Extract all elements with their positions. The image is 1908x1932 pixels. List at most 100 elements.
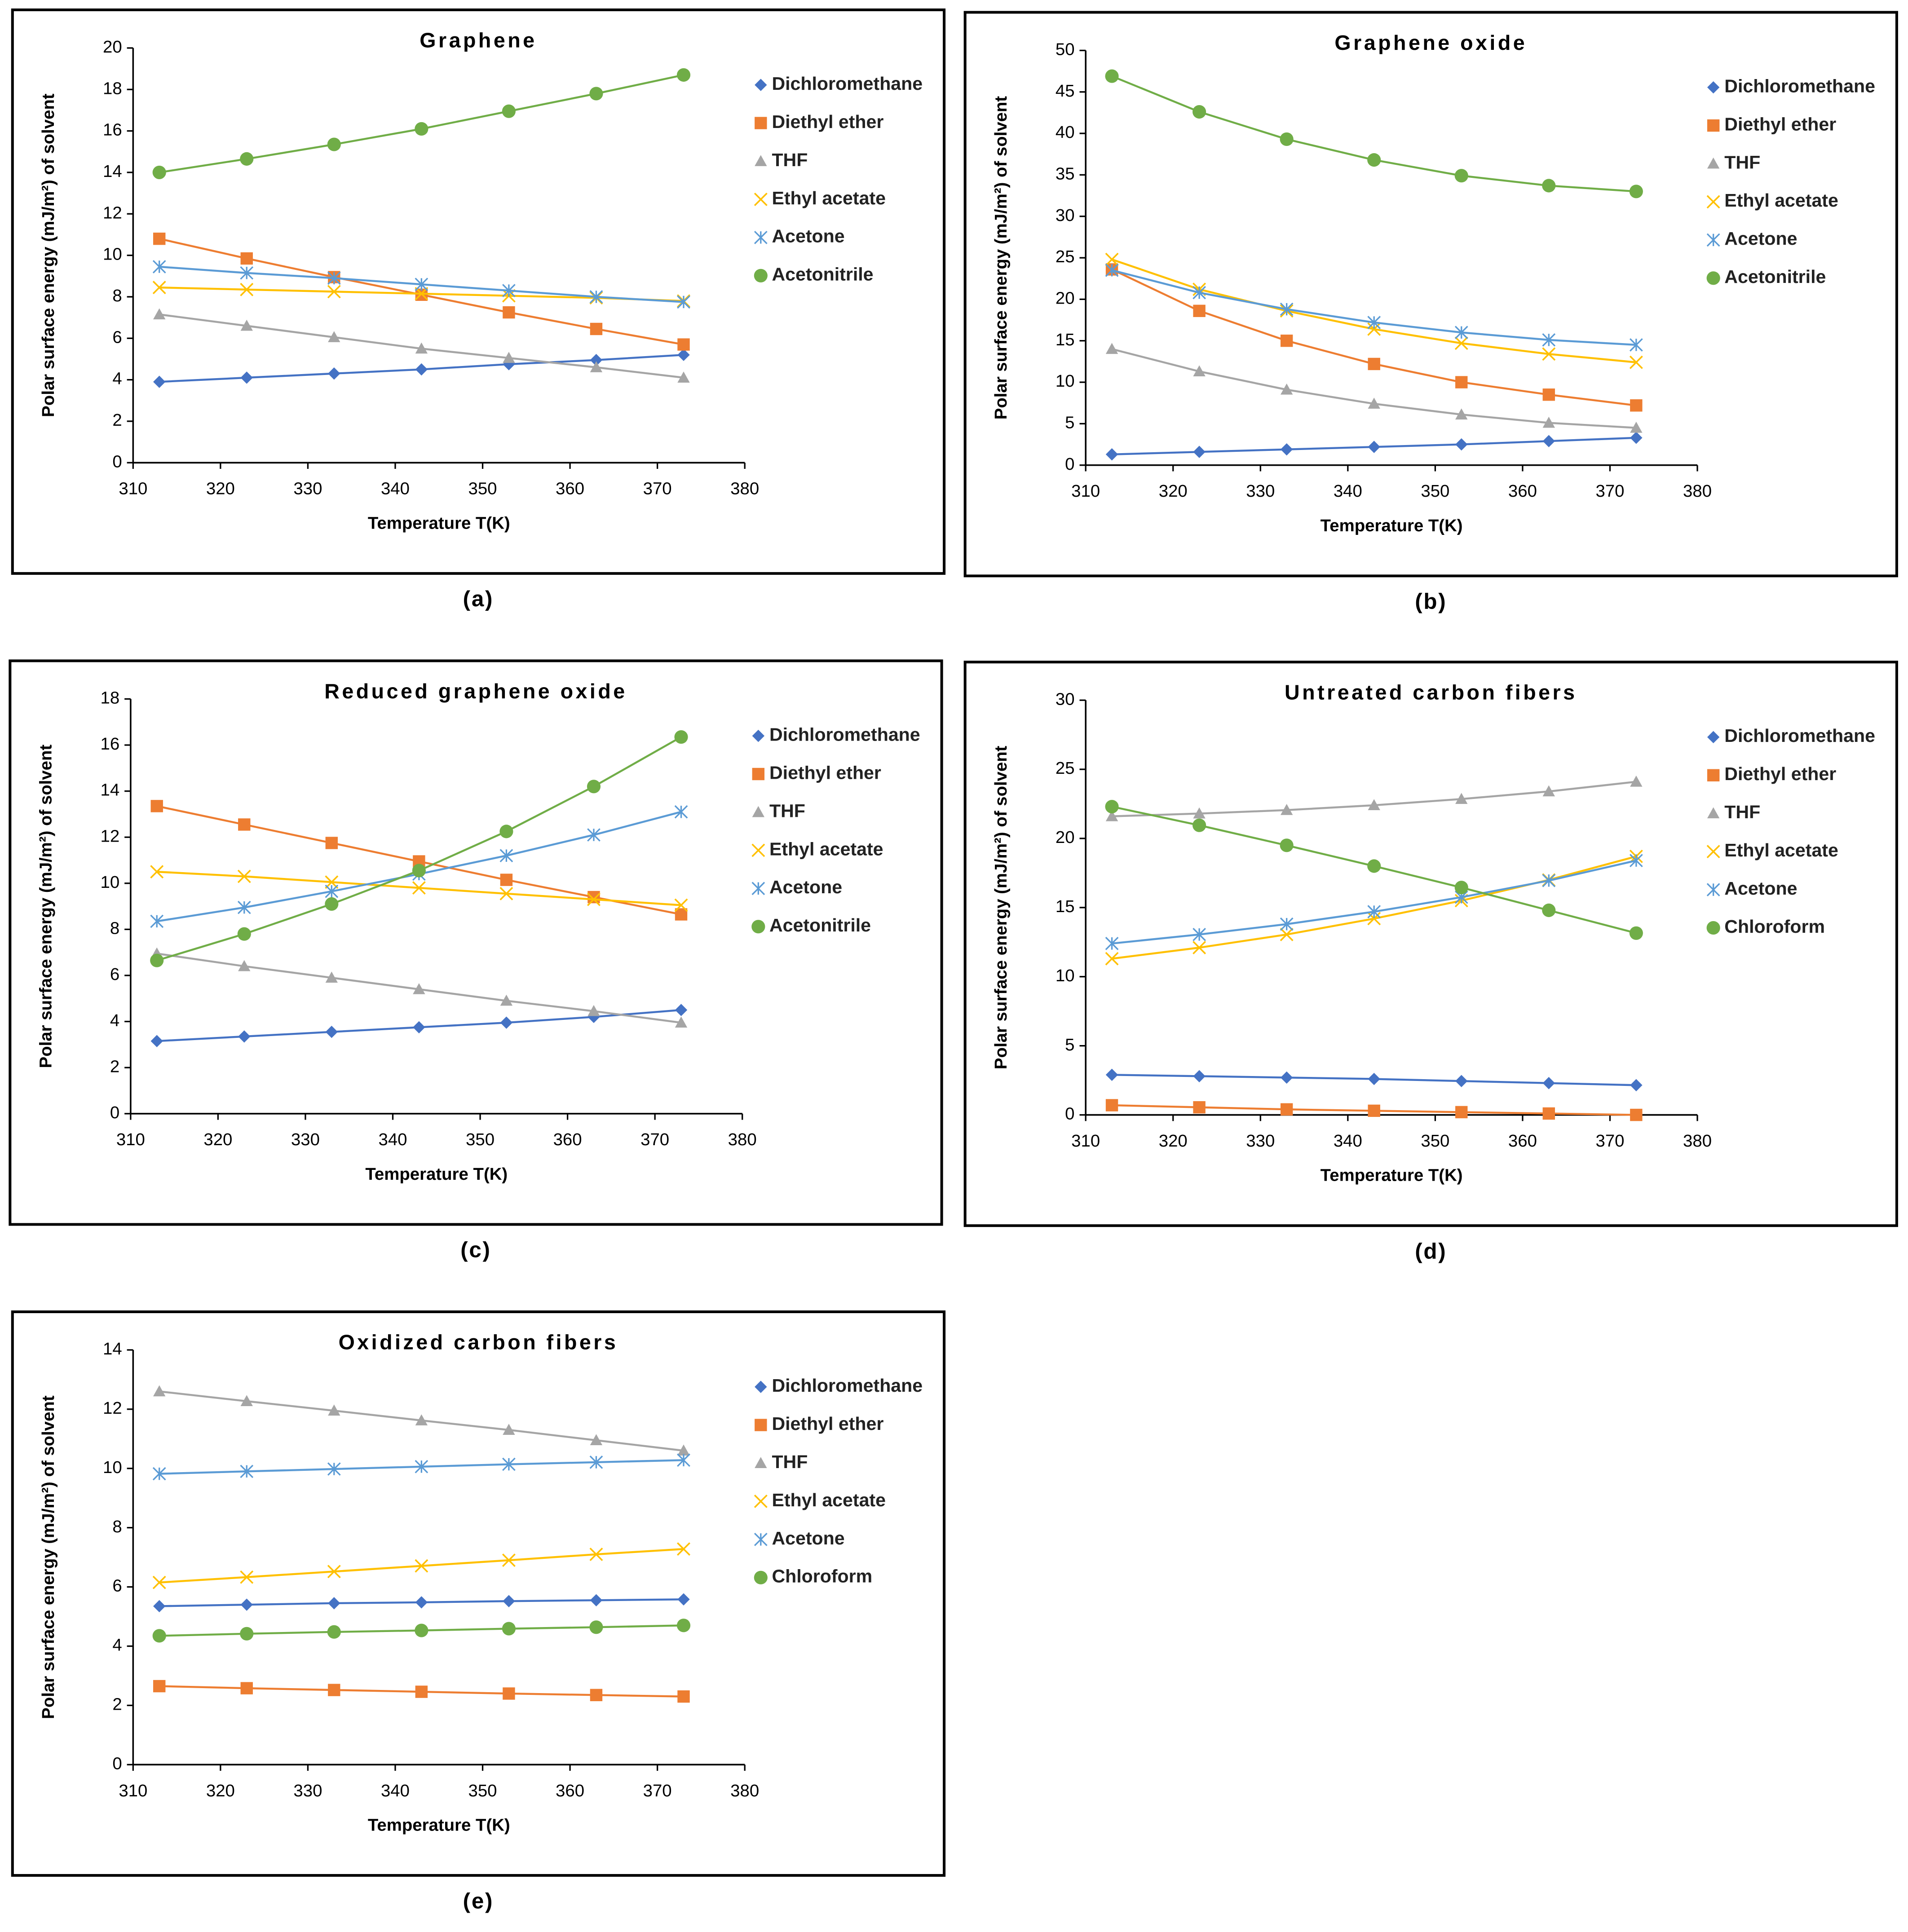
y-tick-label: 5 bbox=[1065, 413, 1074, 432]
marker bbox=[415, 1460, 428, 1473]
x-tick-label: 340 bbox=[378, 1130, 407, 1149]
y-tick-label: 4 bbox=[112, 369, 122, 388]
marker bbox=[327, 1565, 341, 1579]
x-tick-label: 350 bbox=[466, 1130, 495, 1149]
x-tick-label: 360 bbox=[556, 1781, 584, 1800]
x-tick-label: 370 bbox=[643, 479, 672, 498]
y-tick-label: 14 bbox=[103, 1339, 122, 1359]
marker bbox=[751, 920, 765, 934]
marker bbox=[237, 927, 251, 941]
marker bbox=[325, 897, 339, 911]
y-tick-label: 0 bbox=[1065, 1104, 1074, 1124]
marker bbox=[1707, 769, 1720, 781]
marker bbox=[677, 338, 690, 351]
marker bbox=[1192, 105, 1206, 119]
panel-frame bbox=[11, 1310, 946, 1877]
marker bbox=[590, 1689, 603, 1702]
marker bbox=[755, 155, 767, 166]
panel-label: (d) bbox=[1415, 1239, 1447, 1263]
x-tick-label: 380 bbox=[730, 1781, 759, 1800]
marker bbox=[1367, 859, 1381, 873]
marker bbox=[1454, 336, 1468, 350]
x-tick-label: 310 bbox=[119, 479, 147, 498]
marker bbox=[1105, 69, 1119, 83]
marker bbox=[150, 1035, 163, 1047]
marker bbox=[240, 371, 253, 384]
marker bbox=[240, 319, 253, 331]
chart-title: Reduced graphene oxide bbox=[324, 679, 627, 703]
y-tick-label: 14 bbox=[101, 781, 120, 800]
marker bbox=[1630, 776, 1643, 787]
marker bbox=[1629, 185, 1643, 198]
marker bbox=[1105, 1099, 1118, 1112]
y-tick-label: 2 bbox=[112, 410, 122, 430]
chart-title: Graphene bbox=[420, 28, 537, 52]
marker bbox=[1280, 335, 1293, 347]
y-tick-label: 15 bbox=[1056, 330, 1075, 349]
marker bbox=[152, 281, 166, 295]
marker bbox=[1367, 322, 1381, 336]
marker bbox=[240, 1464, 254, 1478]
chart-title: Untreated carbon fibers bbox=[1285, 681, 1577, 704]
marker bbox=[1629, 854, 1643, 868]
x-tick-label: 350 bbox=[468, 479, 497, 498]
marker bbox=[1193, 1070, 1206, 1083]
marker bbox=[1368, 799, 1380, 811]
panel-frame bbox=[9, 659, 943, 1226]
marker bbox=[415, 1623, 428, 1637]
legend-label: Diethyl ether bbox=[772, 1413, 883, 1434]
panel-frame bbox=[963, 11, 1898, 578]
legend-label: Dichloromethane bbox=[772, 1375, 923, 1396]
marker bbox=[240, 1395, 253, 1406]
legend-label: Dichloromethane bbox=[1724, 75, 1875, 96]
marker bbox=[325, 1025, 338, 1038]
marker bbox=[1280, 804, 1293, 815]
y-tick-label: 0 bbox=[110, 1103, 119, 1122]
marker bbox=[153, 232, 166, 245]
x-tick-label: 340 bbox=[381, 479, 410, 498]
marker bbox=[752, 768, 765, 781]
series-line bbox=[156, 736, 682, 962]
marker bbox=[237, 869, 251, 883]
marker bbox=[415, 363, 428, 376]
marker bbox=[499, 825, 513, 838]
marker bbox=[413, 1021, 425, 1034]
x-axis-label: Temperature T(K) bbox=[365, 1164, 508, 1184]
legend-label: Acetonitrile bbox=[1724, 266, 1826, 287]
marker bbox=[1193, 304, 1206, 317]
marker bbox=[1368, 1104, 1380, 1117]
x-tick-label: 350 bbox=[468, 1781, 497, 1800]
panel-label: (c) bbox=[460, 1238, 491, 1262]
legend-label: Diethyl ether bbox=[1724, 763, 1836, 784]
marker bbox=[1280, 1071, 1293, 1084]
legend-label: Acetone bbox=[772, 226, 844, 247]
y-tick-label: 12 bbox=[101, 826, 120, 846]
marker bbox=[751, 882, 765, 895]
legend-label: Ethyl acetate bbox=[1724, 190, 1838, 211]
x-tick-label: 360 bbox=[556, 479, 584, 498]
marker bbox=[1280, 302, 1294, 316]
marker bbox=[677, 1444, 690, 1456]
legend-label: Dichloromethane bbox=[1724, 725, 1875, 746]
marker bbox=[675, 1004, 688, 1016]
y-tick-label: 16 bbox=[103, 120, 122, 140]
marker bbox=[413, 983, 425, 994]
marker bbox=[677, 1593, 690, 1606]
marker bbox=[1192, 286, 1206, 300]
marker bbox=[677, 371, 690, 383]
marker bbox=[328, 1684, 340, 1696]
series-line bbox=[1112, 860, 1637, 945]
y-tick-label: 14 bbox=[103, 162, 122, 181]
marker bbox=[589, 87, 603, 101]
y-tick-label: 2 bbox=[110, 1057, 119, 1076]
marker bbox=[1280, 132, 1294, 146]
marker bbox=[328, 367, 340, 380]
legend-label: Chloroform bbox=[1724, 916, 1825, 937]
marker bbox=[327, 285, 341, 299]
x-axis-label: Temperature T(K) bbox=[368, 513, 510, 533]
marker bbox=[240, 252, 253, 265]
marker bbox=[1105, 800, 1119, 814]
marker bbox=[1193, 1101, 1206, 1114]
panel-label: (b) bbox=[1415, 589, 1447, 614]
marker bbox=[1105, 263, 1119, 277]
